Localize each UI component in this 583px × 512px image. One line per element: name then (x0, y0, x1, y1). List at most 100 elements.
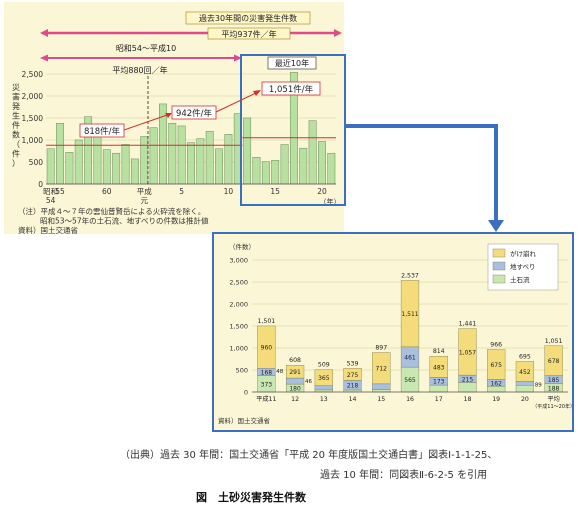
chart1-x-tick-label: 平成 (137, 186, 152, 196)
chart2-legend-label: 地すべり (510, 262, 536, 271)
chart1-callout-942: 942件/年 (176, 108, 213, 119)
chart1-y-axis-label-char: 件 (12, 149, 20, 159)
chart2-segment-label: 960 (261, 345, 273, 352)
chart2-y-tick-label: 3,000 (229, 257, 248, 265)
chart2-legend-swatch (492, 274, 506, 284)
chart1-x-tick-label: 15 (270, 187, 280, 196)
chart2-bar-segment (515, 361, 535, 382)
chart1-arrow2-head-left (40, 54, 48, 62)
chart2-total-label: 1,051 (545, 338, 563, 345)
chart2-total-label: 2,537 (401, 272, 419, 279)
chart2-y-tick-label: 500 (236, 367, 248, 375)
chart1-y-tick-label: 2,500 (22, 70, 44, 79)
chart2-small-label: 48 (276, 369, 283, 375)
chart1-trend-arrowhead-2 (253, 90, 261, 96)
chart1-x-axis-label: （年） (320, 197, 341, 206)
chart1-y-tick-label: 1,000 (22, 136, 44, 145)
chart2-bar-segment (343, 368, 362, 381)
chart1-y-axis-label-char: 生 (12, 111, 20, 121)
figure-title: 図 土砂災害発生件数 (196, 491, 306, 504)
chart1-y-tick-label: 1,500 (22, 114, 44, 123)
chart2-total-label: 1,441 (459, 321, 477, 328)
chart2-y-tick-label: 2,500 (229, 279, 248, 287)
chart1-x-tick-label: 54 (46, 196, 56, 205)
chart2-total-label: 695 (519, 353, 531, 360)
source-line-1: （出典）過去 30 年間：国土交通省「平成 20 年度版国土交通白書」図表Ⅰ-1… (120, 450, 498, 461)
chart2-segment-label: 185 (548, 377, 560, 384)
chart2-legend-swatch (492, 248, 506, 258)
chart2-bar-segment (400, 280, 420, 348)
chart2-total-label: 608 (289, 357, 301, 364)
chart2-total-label: 539 (347, 360, 359, 367)
chart2-segment-label: 1,511 (401, 311, 418, 318)
chart2-bar-segment (372, 383, 391, 390)
chart2-x-tick-label: 17 (435, 396, 443, 403)
chart1-trend-arrow-2 (215, 91, 259, 113)
chart2-bar-segment (314, 385, 333, 391)
chart2-segment-label: 162 (490, 380, 502, 387)
chart2-y-tick-label: 2,000 (229, 301, 248, 309)
chart1-x-tick-label: 60 (102, 187, 112, 196)
recent-ten-year-chart: （件数）3,0002,5002,0001,5001,00050003731689… (212, 232, 574, 432)
chart1-y-axis-label-char: 件 (12, 120, 20, 130)
chart2-legend-label: がけ崩れ (510, 249, 537, 258)
chart1-x-tick-label: 元 (140, 196, 148, 205)
chart2-segment-label: 173 (433, 379, 445, 386)
chart1-y-tick-label: 2,000 (22, 92, 44, 101)
chart2-bar-segment (458, 382, 477, 393)
source-line-2: 過去 10 年間：同図表Ⅱ-6-2-5 を引用 (320, 470, 488, 481)
chart1-recent-label: 最近10年 (275, 58, 309, 68)
chart2-segment-label: 373 (261, 381, 273, 388)
chart1-y-axis-label-char: 災 (12, 83, 20, 92)
chart2-y-tick-label: 0 (244, 389, 248, 397)
chart1-arrow2-head-right (234, 54, 242, 62)
chart1-avg30-label: 平均937件／年 (221, 29, 276, 39)
chart2-x-tick-label: 平均 (547, 395, 559, 403)
chart2-segment-label: 168 (261, 369, 273, 376)
chart1-y-axis-label-char: 数 (12, 130, 20, 140)
chart2-x-tick-sub: （平成11～20年） (532, 403, 574, 410)
chart2-bar-segment (285, 377, 305, 385)
connector-arrow (345, 124, 504, 232)
chart1-title: 過去30年間の災害発生件数 (199, 13, 297, 23)
chart1-arrow-head-left (40, 29, 48, 37)
chart1-avg30-box (207, 27, 291, 40)
chart1-callout-1051: 1,051件/年 (269, 84, 314, 95)
chart2-total-label: 897 (375, 345, 387, 352)
chart2-x-tick-label: 13 (320, 396, 328, 403)
chart2-total-label: 814 (433, 348, 445, 355)
chart2-bar-segment (458, 328, 477, 376)
chart2-bar-segment (257, 325, 276, 369)
chart2-segment-label: 565 (404, 377, 416, 384)
chart1-y-axis-label-char: 発 (12, 102, 20, 111)
chart2-bar-segment (544, 345, 563, 376)
chart2-x-tick-label: 19 (492, 396, 500, 403)
chart1-x-tick-label: 10 (224, 187, 234, 196)
chart1-callout-942-box (171, 105, 217, 120)
chart2-legend-label: 土石流 (510, 275, 530, 284)
chart2-segment-label: 180 (289, 386, 301, 393)
chart2-legend-swatch (492, 261, 506, 271)
chart2-segment-label: 365 (318, 375, 330, 382)
chart1-trend-arrowhead-1 (165, 113, 172, 118)
chart2-bar-segment (285, 365, 305, 379)
chart2-bar-segment (429, 384, 448, 393)
chart2-y-tick-label: 1,000 (229, 345, 248, 353)
chart1-recent-box (240, 54, 346, 206)
chart2-segment-label: 678 (548, 358, 560, 365)
chart2-total-label: 509 (318, 362, 330, 369)
chart2-x-tick-label: 16 (406, 396, 414, 403)
chart1-y-tick-label: 0 (38, 180, 43, 189)
chart2-total-label: 966 (490, 341, 502, 348)
chart1-callout-818: 818件/年 (84, 126, 121, 137)
chart2-segment-label: 1,057 (459, 349, 476, 356)
chart2-unit-label: （件数） (229, 242, 255, 251)
chart2-total-label: 1,501 (258, 318, 276, 325)
chart1-y-tick-label: 500 (29, 158, 44, 167)
chart1-y-axis-label-char: ） (12, 159, 20, 168)
chart1-arrow-head-right (334, 29, 342, 37)
chart1-callout-818-box (79, 123, 125, 138)
chart1-callout-1051-box (261, 81, 321, 96)
chart2-bar-segment (314, 369, 333, 386)
